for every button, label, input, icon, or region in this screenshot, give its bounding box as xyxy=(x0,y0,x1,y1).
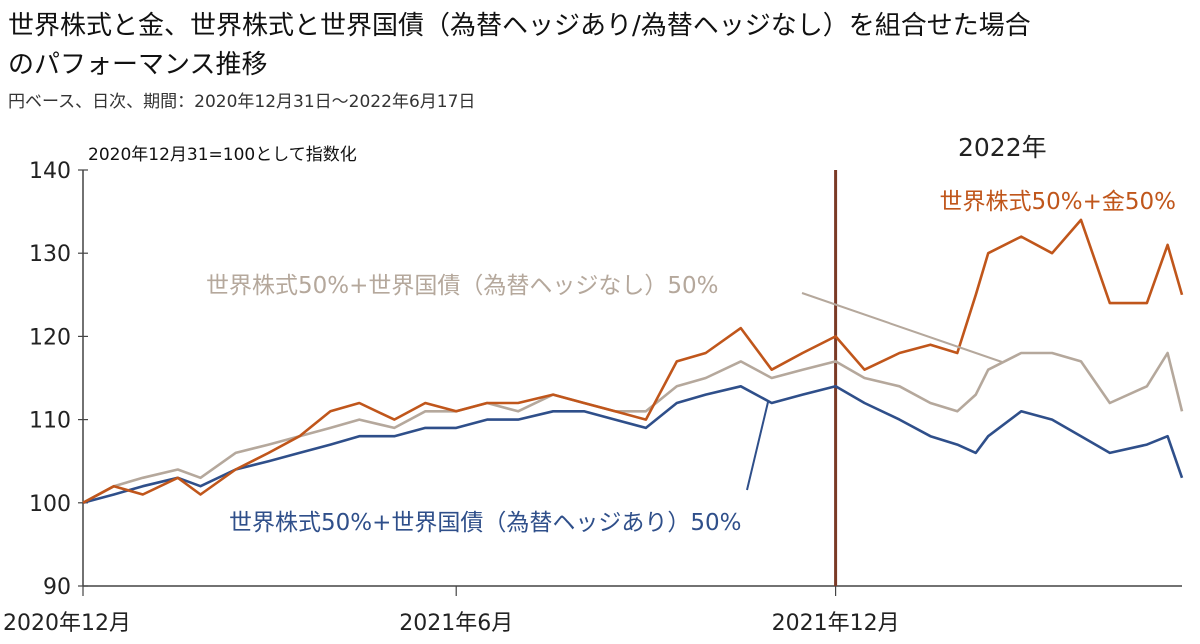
y-tick-label: 120 xyxy=(29,325,71,350)
series-label-unhedged: 世界株式50%+世界国債（為替ヘッジなし）50% xyxy=(206,273,719,299)
chart-subtitle: 円ベース、日次、期間：2020年12月31日～2022年6月17日 xyxy=(8,92,475,112)
leader-line-unhedged xyxy=(801,292,1003,363)
chart-title-line1: 世界株式と金、世界株式と世界国債（為替ヘッジあり/為替ヘッジなし）を組合せた場合 xyxy=(8,11,1031,41)
index-note: 2020年12月31=100として指数化 xyxy=(88,145,357,165)
chart-title-line2: のパフォーマンス推移 xyxy=(8,50,267,80)
series-line-1 xyxy=(82,351,1184,504)
x-tick-label: 2021年12月 xyxy=(772,611,900,636)
axes: 140 130 120 110 100 90 2020年12月 2021年6月 2021年12月 xyxy=(3,159,1182,636)
series-label-gold: 世界株式50%+金50% xyxy=(939,189,1176,215)
x-tick-label: 2021年6月 xyxy=(399,611,513,636)
series-line-0 xyxy=(82,218,1184,504)
series-layer xyxy=(82,218,1184,505)
x-tick-label: 2020年12月 xyxy=(3,611,131,636)
y-tick-label: 90 xyxy=(43,575,71,600)
series-line-2 xyxy=(82,385,1184,505)
series-label-hedged: 世界株式50%+世界国債（為替ヘッジあり）50% xyxy=(229,510,742,536)
marker-label-2022: 2022年 xyxy=(958,133,1047,162)
y-tick-label: 140 xyxy=(29,159,71,184)
y-tick-label: 130 xyxy=(29,242,71,267)
leader-line-hedged xyxy=(746,401,769,491)
annotations: 世界株式50%+金50% 世界株式50%+世界国債（為替ヘッジなし）50% 世界株式… xyxy=(206,189,1176,536)
y-tick-label: 110 xyxy=(29,409,71,434)
y-tick-label: 100 xyxy=(29,492,71,517)
